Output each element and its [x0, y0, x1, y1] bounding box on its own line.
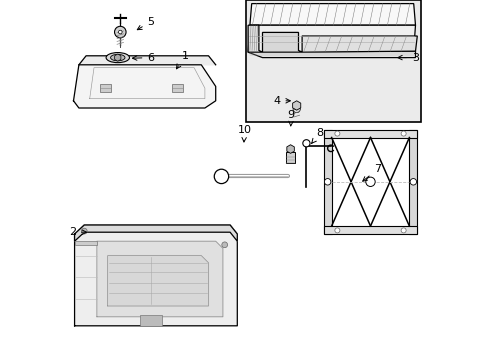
- Bar: [172, 84, 183, 92]
- Circle shape: [334, 131, 339, 136]
- Circle shape: [302, 140, 309, 147]
- Circle shape: [324, 179, 330, 185]
- Circle shape: [409, 179, 416, 185]
- Polygon shape: [75, 225, 237, 326]
- Circle shape: [118, 30, 122, 34]
- Polygon shape: [247, 51, 415, 58]
- Bar: [246, 0, 420, 122]
- Polygon shape: [107, 256, 208, 306]
- Circle shape: [81, 228, 87, 234]
- Text: 1: 1: [176, 51, 188, 69]
- Text: 9: 9: [287, 110, 294, 126]
- Bar: [323, 130, 331, 234]
- Polygon shape: [73, 65, 215, 108]
- Polygon shape: [97, 241, 223, 317]
- Circle shape: [334, 228, 339, 233]
- Polygon shape: [79, 56, 215, 65]
- Polygon shape: [262, 32, 302, 52]
- Bar: [101, 84, 111, 92]
- Polygon shape: [302, 36, 416, 52]
- Text: 3: 3: [397, 53, 418, 63]
- Bar: [140, 315, 162, 326]
- Circle shape: [222, 242, 227, 248]
- Circle shape: [292, 105, 300, 113]
- Polygon shape: [75, 225, 237, 241]
- Bar: [75, 241, 97, 245]
- Ellipse shape: [106, 53, 129, 63]
- Bar: [285, 152, 294, 163]
- Polygon shape: [247, 25, 262, 52]
- Circle shape: [114, 26, 126, 38]
- Circle shape: [365, 177, 374, 186]
- Text: 7: 7: [362, 164, 381, 181]
- Circle shape: [400, 228, 406, 233]
- Text: 4: 4: [273, 96, 290, 106]
- Text: 6: 6: [132, 53, 154, 63]
- Text: 2: 2: [69, 227, 86, 237]
- Bar: [323, 226, 416, 234]
- Text: 8: 8: [311, 128, 323, 143]
- Bar: [408, 130, 416, 234]
- Circle shape: [214, 169, 228, 184]
- Polygon shape: [249, 4, 415, 25]
- Text: 10: 10: [237, 125, 251, 142]
- Ellipse shape: [110, 54, 125, 61]
- Polygon shape: [247, 25, 415, 52]
- Bar: [323, 130, 416, 138]
- Text: 5: 5: [137, 17, 154, 30]
- Circle shape: [400, 131, 406, 136]
